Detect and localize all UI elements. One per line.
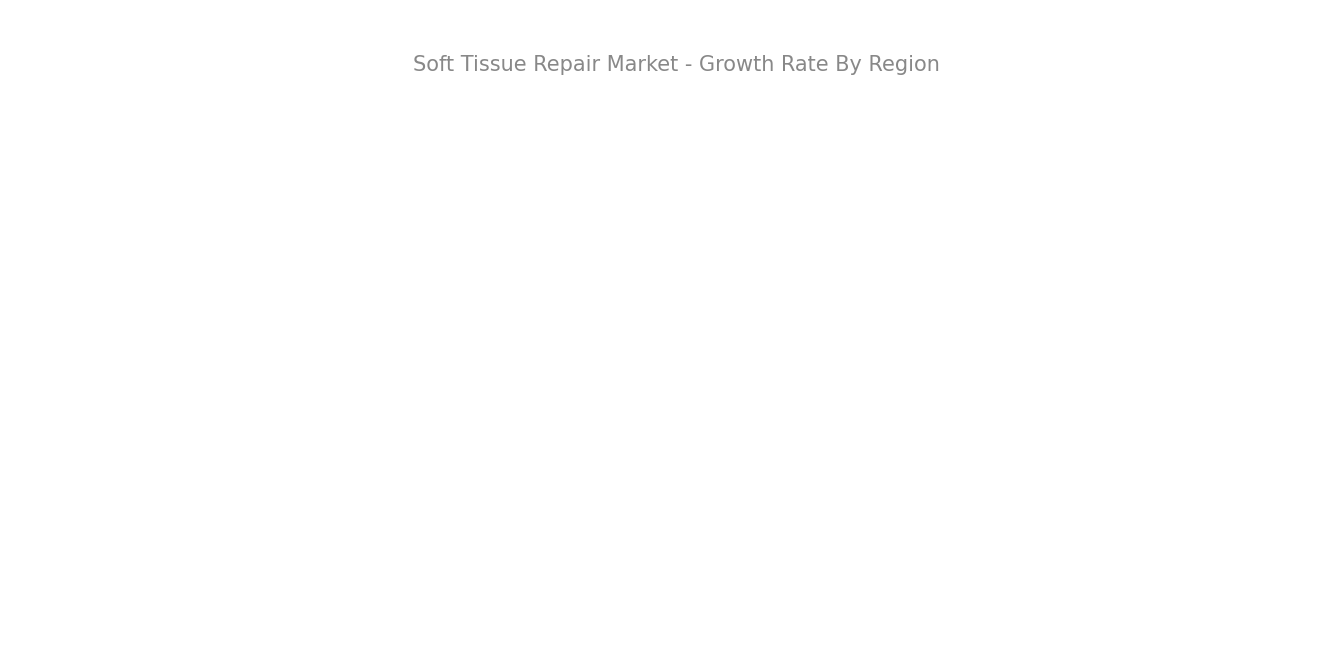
Title: Soft Tissue Repair Market - Growth Rate By Region: Soft Tissue Repair Market - Growth Rate … bbox=[413, 55, 940, 75]
